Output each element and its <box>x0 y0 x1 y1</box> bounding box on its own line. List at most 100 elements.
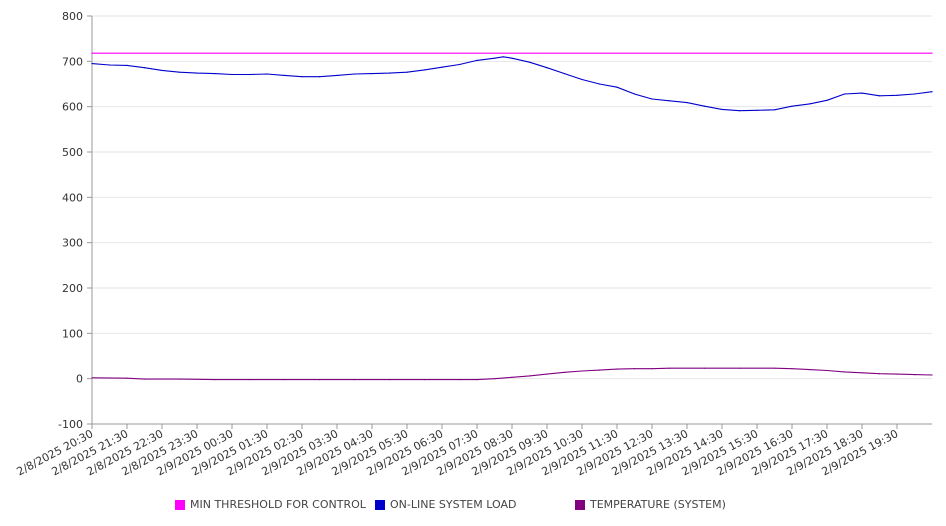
grid-lines <box>92 15 932 425</box>
system-load-point <box>353 73 356 75</box>
temperature-point <box>511 376 513 378</box>
system-load-point <box>493 57 496 59</box>
system-load-point <box>213 73 216 75</box>
temperature-point <box>843 371 846 373</box>
system-load-point <box>616 86 618 88</box>
temperature-point <box>931 374 933 376</box>
y-tick-label: 300 <box>62 237 83 250</box>
system-load-point <box>563 73 566 75</box>
y-tick-label: 800 <box>62 10 83 23</box>
legend-swatch-temperature <box>575 499 585 510</box>
system-load-point <box>283 74 286 76</box>
min-threshold-point <box>91 52 93 54</box>
y-tick-label: -100 <box>58 418 83 431</box>
temperature-point <box>423 379 426 381</box>
system-load-point <box>703 105 706 107</box>
chart-legend: MIN THRESHOLD FOR CONTROL ON-LINE SYSTEM… <box>0 498 946 514</box>
y-tick-label: 100 <box>62 327 83 340</box>
temperature-point <box>808 369 811 371</box>
system-load-point <box>318 76 321 78</box>
system-load-point <box>91 63 93 65</box>
system-load-point <box>126 64 128 66</box>
axes <box>87 15 932 429</box>
legend-item-min-threshold: MIN THRESHOLD FOR CONTROL <box>175 498 366 511</box>
system-load-point <box>196 72 198 74</box>
system-load-point <box>371 73 373 75</box>
legend-item-system-load: ON-LINE SYSTEM LOAD <box>375 498 516 511</box>
system-load-point <box>598 83 601 85</box>
system-load-point <box>441 66 443 68</box>
temperature-point <box>651 368 653 370</box>
y-tick-label: 0 <box>76 373 83 386</box>
system-load-point <box>406 71 408 73</box>
system-load-point <box>458 63 461 66</box>
series-lines <box>91 52 933 381</box>
system-load-point <box>721 108 723 110</box>
x-tick-labels: 2/8/2025 20:302/8/2025 21:302/8/2025 22:… <box>15 427 901 478</box>
temperature-point <box>598 369 601 371</box>
system-load-point <box>511 57 513 59</box>
system-load-point <box>423 69 426 71</box>
system-load-point <box>581 78 583 81</box>
system-load-point <box>668 100 671 102</box>
system-load-point <box>826 99 828 101</box>
temperature-point <box>826 369 828 372</box>
temperature-point <box>493 378 496 380</box>
temperature-point <box>878 373 881 375</box>
system-load-point <box>773 109 776 111</box>
system-load-point <box>336 74 338 76</box>
temperature-point <box>896 373 898 375</box>
legend-label-temperature: TEMPERATURE (SYSTEM) <box>590 498 726 511</box>
temperature-point <box>616 368 618 370</box>
temperature-point <box>388 379 391 381</box>
temperature-point <box>528 375 531 377</box>
system-load-point <box>301 76 303 78</box>
system-load-point <box>651 98 653 100</box>
system-load-point <box>161 69 163 71</box>
temperature-point <box>126 377 128 379</box>
temperature-point <box>353 379 356 381</box>
system-load-point <box>248 73 251 76</box>
system-load-point <box>528 61 531 63</box>
system-load-point <box>388 72 391 74</box>
system-load-point <box>896 94 898 96</box>
temperature-point <box>913 374 916 376</box>
legend-swatch-min-threshold <box>175 499 185 510</box>
temperature-point <box>178 378 181 380</box>
temperature-point <box>213 379 216 381</box>
system-load-point <box>878 95 881 97</box>
temperature-point <box>668 367 671 369</box>
temperature-point <box>861 372 863 374</box>
system-load-point <box>756 109 758 111</box>
y-tick-labels: -100 0 100 200 300 400 500 600 700 800 <box>58 10 83 431</box>
system-load-point <box>231 73 233 76</box>
system-load-point <box>178 71 181 73</box>
y-tick-label: 500 <box>62 146 83 159</box>
system-load-point <box>502 56 504 58</box>
temperature-point <box>738 367 741 369</box>
legend-label-system-load: ON-LINE SYSTEM LOAD <box>390 498 517 511</box>
temperature-point <box>476 379 478 381</box>
system-load-point <box>108 64 111 66</box>
y-tick-label: 600 <box>62 101 83 114</box>
temperature-point <box>633 368 636 370</box>
temperature-point <box>563 371 566 373</box>
system-load-point <box>913 93 916 95</box>
system-load-point <box>808 103 811 105</box>
min-threshold-point <box>931 52 933 54</box>
y-tick-label: 200 <box>62 282 83 295</box>
temperature-point <box>703 367 706 369</box>
temperature-line <box>91 367 933 381</box>
system-load-point <box>791 105 793 107</box>
y-tick-label: 700 <box>62 55 83 68</box>
system-load-point <box>931 91 933 93</box>
system-load-point <box>843 93 846 95</box>
system-load-point <box>738 110 741 112</box>
system-load-point <box>633 93 636 95</box>
temperature-point <box>91 377 93 379</box>
temperature-point <box>773 367 776 369</box>
temperature-point <box>791 368 793 370</box>
temperature-point <box>318 379 321 381</box>
legend-label-min-threshold: MIN THRESHOLD FOR CONTROL <box>190 498 366 511</box>
